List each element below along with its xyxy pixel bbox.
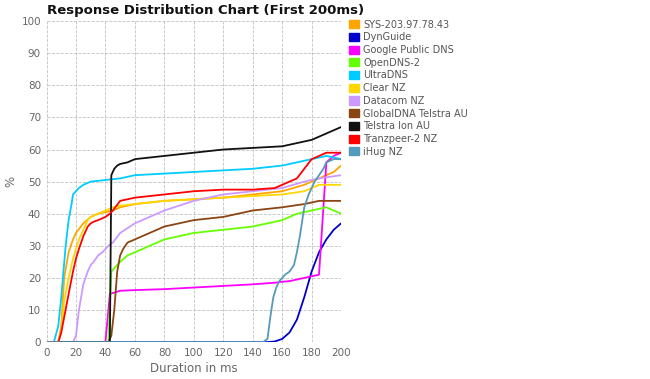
Legend: SYS-203.97.78.43, DynGuide, Google Public DNS, OpenDNS-2, UltraDNS, Clear NZ, Da: SYS-203.97.78.43, DynGuide, Google Publi…: [349, 20, 468, 157]
Y-axis label: %: %: [4, 176, 17, 187]
X-axis label: Duration in ms: Duration in ms: [150, 362, 238, 375]
Text: Response Distribution Chart (First 200ms): Response Distribution Chart (First 200ms…: [47, 4, 363, 17]
